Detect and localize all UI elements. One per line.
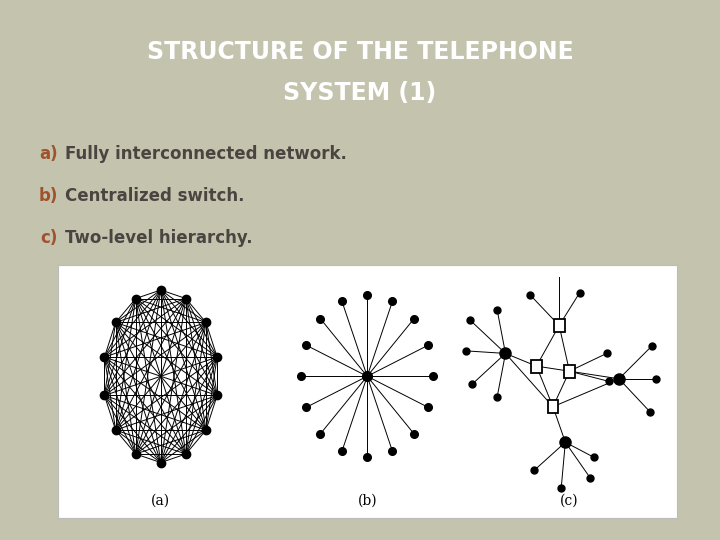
- Text: Two-level hierarchy.: Two-level hierarchy.: [65, 228, 253, 247]
- Text: (b): (b): [357, 494, 377, 508]
- Text: b): b): [38, 187, 58, 205]
- Text: Centralized switch.: Centralized switch.: [65, 187, 244, 205]
- Text: c): c): [40, 228, 58, 247]
- Text: a): a): [39, 145, 58, 163]
- Text: (a): (a): [151, 494, 171, 508]
- Bar: [531, 360, 542, 373]
- Text: Fully interconnected network.: Fully interconnected network.: [65, 145, 346, 163]
- Bar: [564, 364, 575, 378]
- Bar: [548, 400, 558, 413]
- Text: (c): (c): [560, 494, 579, 508]
- Text: SYSTEM (1): SYSTEM (1): [284, 81, 436, 105]
- Bar: [554, 319, 564, 332]
- Text: STRUCTURE OF THE TELEPHONE: STRUCTURE OF THE TELEPHONE: [147, 40, 573, 64]
